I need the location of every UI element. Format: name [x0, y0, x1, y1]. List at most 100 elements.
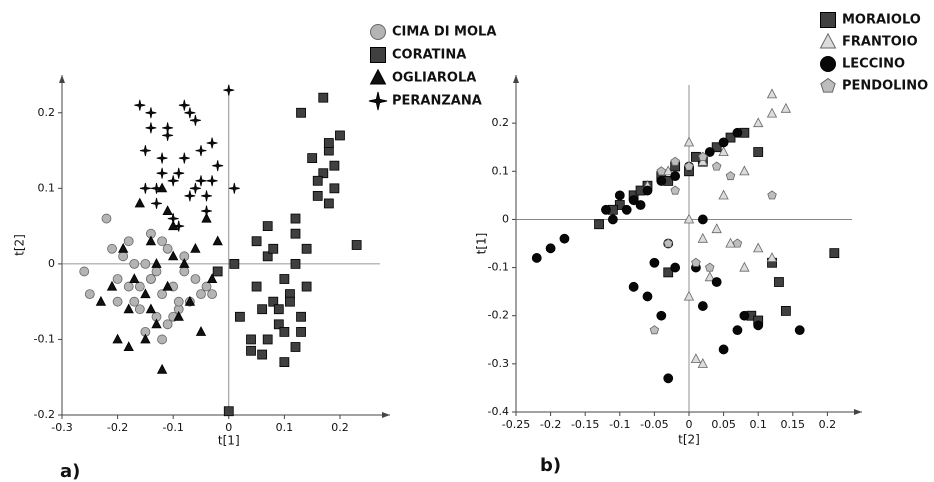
x-tick-label: 0.2 — [819, 418, 837, 431]
point — [663, 267, 674, 278]
point — [718, 344, 729, 355]
point — [335, 130, 345, 141]
point — [739, 261, 750, 272]
point — [162, 129, 174, 141]
x-tick-label: -0.15 — [571, 418, 599, 431]
legend-label: PENDOLINO — [842, 79, 928, 94]
point — [794, 325, 805, 336]
point — [246, 345, 256, 356]
point — [656, 310, 667, 321]
point — [156, 167, 168, 179]
point — [670, 262, 681, 273]
point — [307, 153, 318, 164]
point — [206, 273, 218, 284]
point — [290, 213, 301, 224]
point — [704, 271, 715, 282]
point — [753, 117, 764, 128]
point — [670, 185, 680, 195]
legend-label: FRANTOIO — [842, 35, 918, 50]
point — [753, 242, 764, 253]
x-tick-label: 0.05 — [711, 418, 736, 431]
x-tick-label: 0.1 — [749, 418, 767, 431]
point — [118, 251, 129, 262]
x-tick-label: -0.25 — [502, 418, 530, 431]
point — [139, 182, 151, 194]
point — [312, 175, 323, 186]
point — [766, 252, 778, 262]
point — [351, 240, 362, 250]
point — [173, 310, 184, 321]
point — [697, 214, 708, 225]
point — [329, 183, 340, 194]
legend-marker — [820, 56, 836, 72]
point — [201, 205, 212, 217]
y-tick-label: -0.1 — [34, 332, 55, 345]
point — [201, 281, 212, 292]
point — [318, 92, 329, 103]
y-tick-label: 0 — [502, 212, 509, 225]
x-tick-label: 0.15 — [781, 418, 806, 431]
point — [190, 274, 201, 284]
point — [739, 310, 750, 321]
point — [711, 161, 722, 171]
x-tick-label: 0 — [686, 418, 693, 431]
axis-arrow — [513, 75, 519, 83]
point — [228, 182, 240, 194]
point — [206, 175, 218, 187]
point — [273, 304, 284, 315]
point — [162, 280, 173, 291]
point — [725, 237, 736, 248]
point — [691, 257, 701, 267]
point — [697, 232, 708, 243]
x-tick-label: -0.1 — [162, 421, 183, 434]
point — [670, 171, 681, 182]
point — [318, 168, 329, 179]
point — [118, 242, 129, 253]
point — [140, 288, 151, 299]
point — [145, 107, 157, 119]
point — [139, 145, 151, 157]
y-tick-label: -0.3 — [488, 357, 509, 370]
point — [234, 311, 245, 322]
point — [323, 138, 334, 148]
point — [301, 243, 312, 254]
legend-label: LECCINO — [842, 57, 905, 72]
point — [718, 146, 729, 157]
point — [268, 243, 279, 254]
point — [195, 145, 207, 157]
y-tick-label: 0.1 — [492, 164, 510, 177]
point — [145, 235, 157, 246]
point — [107, 243, 117, 254]
point — [279, 357, 290, 368]
point — [262, 251, 273, 262]
legend-label: MORAIOLO — [842, 13, 921, 28]
point — [212, 160, 224, 172]
point — [296, 107, 306, 118]
point — [698, 151, 708, 161]
point — [173, 296, 184, 307]
point — [156, 152, 168, 164]
point — [223, 406, 234, 417]
point — [649, 257, 660, 268]
point — [189, 114, 201, 126]
point — [168, 250, 179, 261]
legend-marker — [820, 77, 836, 93]
axis-arrow — [854, 409, 862, 415]
panel-label: b) — [540, 455, 561, 476]
point — [732, 325, 743, 336]
point — [704, 147, 715, 157]
point — [780, 102, 792, 113]
point — [635, 200, 646, 210]
point — [162, 122, 174, 134]
point — [594, 219, 604, 230]
point — [251, 236, 262, 247]
y-tick-label: 0.1 — [38, 181, 56, 194]
point — [531, 253, 542, 263]
point — [718, 189, 729, 200]
point — [621, 204, 632, 215]
x-tick-label: -0.05 — [640, 418, 668, 431]
point — [711, 142, 722, 153]
point — [663, 373, 674, 384]
point — [84, 289, 95, 300]
x-tick-label: 0.1 — [276, 421, 294, 434]
